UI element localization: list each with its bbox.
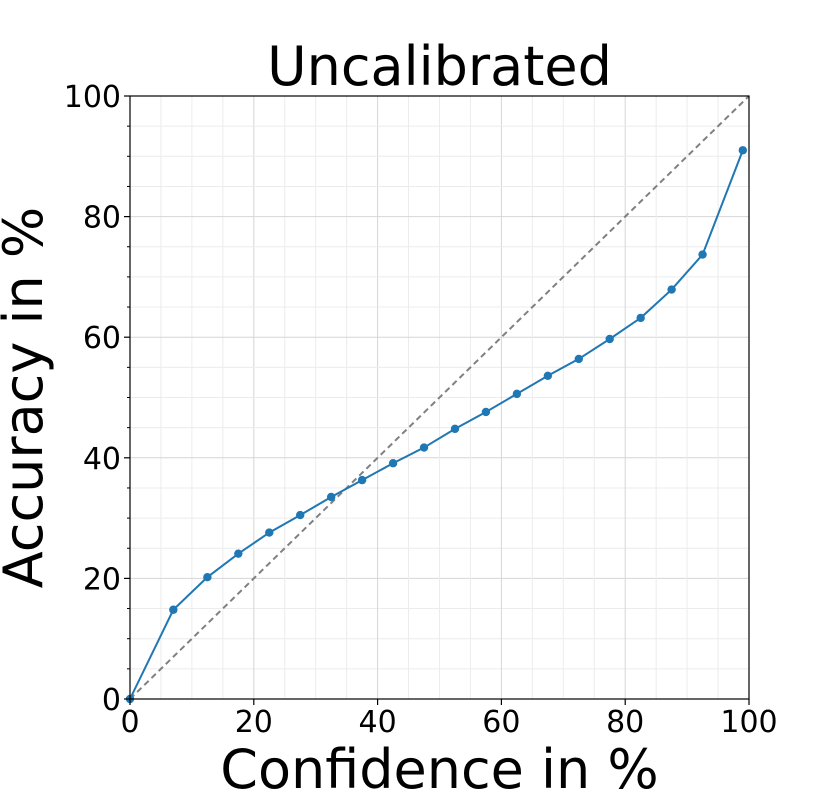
data-point	[636, 313, 645, 323]
y-tick-label: 60	[83, 321, 121, 356]
data-point	[419, 443, 429, 452]
data-point	[667, 285, 676, 294]
data-point	[234, 549, 243, 558]
data-point	[203, 572, 212, 582]
data-point	[357, 475, 367, 485]
data-point	[388, 459, 398, 468]
x-tick-label: 20	[235, 705, 273, 740]
data-point	[512, 389, 522, 399]
data-point	[265, 528, 274, 537]
data-point	[698, 250, 707, 259]
reference-line-layer	[129, 95, 750, 700]
data-point	[326, 492, 336, 502]
grid	[129, 95, 750, 700]
data-point	[543, 371, 553, 380]
y-tick-label: 0	[102, 683, 121, 718]
data-point	[169, 605, 178, 614]
data-point	[738, 146, 748, 155]
y-tick-label: 40	[83, 442, 121, 477]
series-line	[129, 149, 744, 700]
y-axis-label: Accuracy in %	[0, 207, 55, 588]
data-point	[605, 334, 614, 344]
data-point	[574, 354, 583, 364]
data-point	[450, 424, 460, 434]
chart-title: Uncalibrated	[267, 35, 612, 98]
x-tick-label: 40	[359, 705, 397, 740]
x-tick-label: 60	[482, 705, 520, 740]
y-tick-label: 80	[83, 201, 121, 236]
x-tick-label: 100	[720, 705, 777, 740]
x-tick-label: 80	[606, 705, 644, 740]
y-tick-label: 20	[83, 562, 121, 597]
data-point	[296, 510, 305, 520]
data-point	[481, 407, 491, 417]
series-layer	[125, 146, 748, 704]
ticks: 0 20 40 60 80 100 0 20 40 60 80 100	[64, 80, 778, 740]
y-tick-label: 100	[64, 80, 121, 115]
perfect-calibration-line	[129, 95, 750, 700]
x-axis-label: Confidence in %	[220, 738, 659, 800]
x-tick-label: 0	[120, 705, 139, 740]
